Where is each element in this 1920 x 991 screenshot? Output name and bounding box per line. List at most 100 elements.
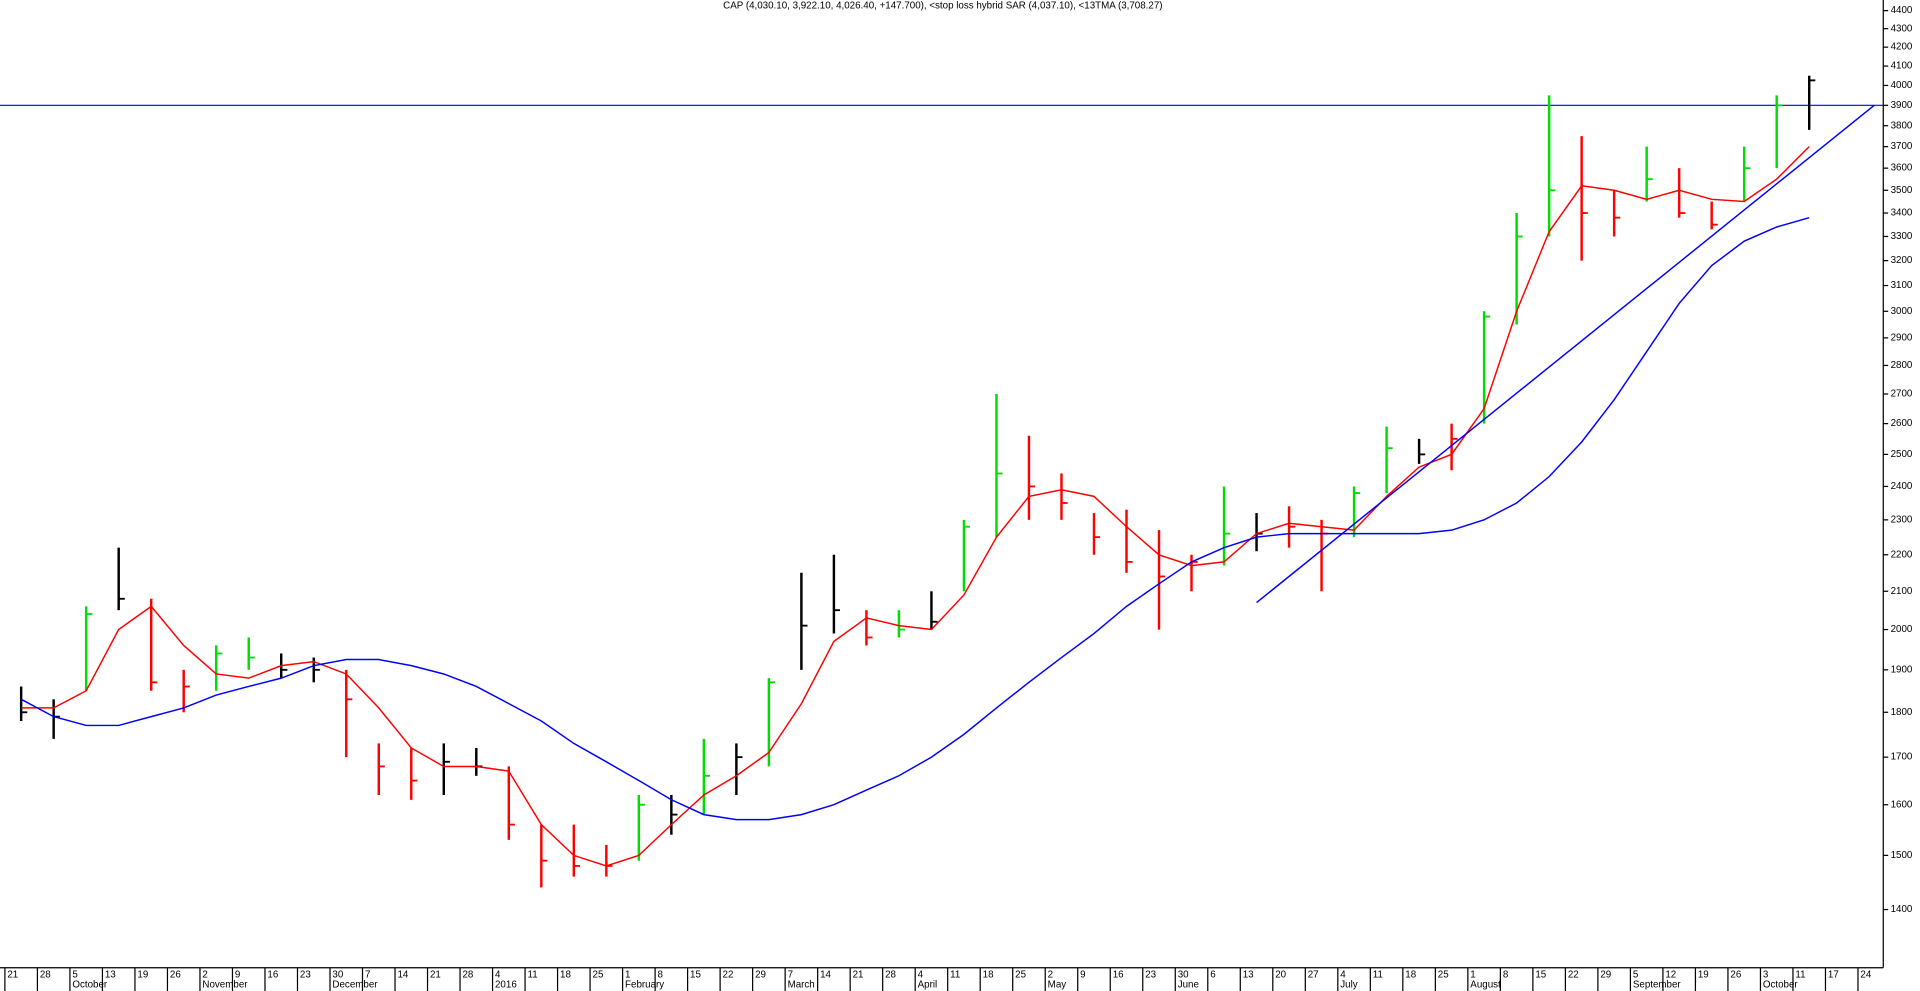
y-tick-label: 3000 [1891,306,1913,317]
y-tick-label: 2400 [1891,481,1913,492]
x-tick-label: 30 [332,970,343,981]
x-tick-label: 2 [1048,970,1053,981]
y-tick-label: 4300 [1891,23,1913,34]
month-label: September [1633,979,1682,990]
y-tick-label: 1700 [1891,752,1913,763]
x-tick-label: 28 [462,970,473,981]
x-tick-label: 9 [235,970,240,981]
x-tick-label: 14 [820,970,831,981]
x-tick-label: 27 [1308,970,1319,981]
x-tick-label: 8 [658,970,664,981]
y-tick-label: 3400 [1891,208,1913,219]
x-tick-label: 21 [7,970,18,981]
y-tick-label: 3300 [1891,231,1913,242]
y-tick-label: 2300 [1891,514,1913,525]
x-tick-label: 2 [202,970,207,981]
x-tick-label: 12 [1665,970,1676,981]
x-tick-label: 25 [1015,970,1026,981]
x-tick-label: 25 [593,970,604,981]
x-tick-label: 11 [1373,970,1383,981]
moving-average [21,146,1810,867]
x-tick-label: 8 [1503,970,1509,981]
x-tick-label: 23 [1145,970,1156,981]
x-tick-label: 4 [918,970,924,981]
y-tick-label: 1600 [1891,799,1913,810]
y-tick-label: 2200 [1891,549,1913,560]
y-tick-label: 3900 [1891,100,1913,111]
y-tick-label: 2800 [1891,360,1913,371]
month-label: May [1048,979,1067,990]
x-tick-label: 7 [788,970,793,981]
x-tick-label: 20 [1275,970,1286,981]
x-tick-label: 15 [690,970,701,981]
month-label: December [332,979,378,990]
x-tick-label: 18 [1405,970,1416,981]
x-tick-label: 29 [1600,970,1611,981]
x-tick-label: 26 [170,970,181,981]
y-tick-label: 3200 [1891,255,1913,266]
x-tick-label: 28 [40,970,51,981]
y-tick-label: 4400 [1891,5,1913,16]
y-tick-label: 2000 [1891,624,1913,635]
x-tick-label: 21 [430,970,441,981]
x-tick-label: 25 [1438,970,1449,981]
x-tick-label: 15 [1535,970,1546,981]
x-tick-label: 4 [1340,970,1346,981]
trend-line [1256,104,1875,604]
x-tick-label: 16 [267,970,278,981]
month-label: June [1178,979,1199,990]
x-tick-label: 22 [723,970,734,981]
month-label: February [625,979,664,990]
y-tick-label: 1900 [1891,664,1913,675]
x-tick-label: 18 [983,970,994,981]
y-tick-label: 2100 [1891,586,1913,597]
month-label: October [1763,979,1799,990]
y-tick-label: 1800 [1891,707,1913,718]
chart-title: CAP (4,030.10, 3,922.10, 4,026.40, +147.… [723,1,1162,12]
x-tick-label: 16 [1113,970,1124,981]
x-tick-label: 11 [950,970,960,981]
x-tick-label: 13 [1243,970,1254,981]
x-tick-label: 18 [560,970,571,981]
y-tick-label: 2900 [1891,332,1913,343]
x-tick-label: 5 [72,970,78,981]
y-tick-label: 3100 [1891,280,1913,291]
x-tick-label: 23 [300,970,311,981]
y-tick-label: 2600 [1891,418,1913,429]
x-tick-label: 11 [1795,970,1805,981]
month-label: October [72,979,108,990]
x-tick-label: 1 [625,970,630,981]
x-tick-label: 3 [1763,970,1769,981]
x-tick-label: 17 [1828,970,1839,981]
x-tick-label: 28 [885,970,896,981]
month-label: March [788,979,815,990]
y-tick-label: 4000 [1891,80,1913,91]
y-tick-label: 3500 [1891,185,1913,196]
x-tick-label: 5 [1633,970,1639,981]
month-label: April [918,979,938,990]
x-tick-label: 22 [1568,970,1579,981]
moving-average [20,216,1810,821]
x-tick-label: 11 [528,970,538,981]
y-tick-label: 2700 [1891,389,1913,400]
x-tick-label: 1 [1470,970,1475,981]
y-tick-label: 3700 [1891,141,1913,152]
x-tick-label: 24 [1860,970,1871,981]
x-tick-label: 19 [137,970,148,981]
x-tick-label: 4 [495,970,501,981]
month-label: July [1340,979,1358,990]
y-tick-label: 3600 [1891,163,1913,174]
y-tick-label: 3800 [1891,120,1913,131]
y-tick-label: 4100 [1891,61,1913,72]
x-tick-label: 13 [105,970,116,981]
x-tick-label: 30 [1178,970,1189,981]
month-label: November [202,979,248,990]
x-tick-label: 29 [755,970,766,981]
x-tick-label: 6 [1210,970,1216,981]
x-tick-label: 21 [853,970,864,981]
x-tick-label: 19 [1698,970,1709,981]
x-tick-label: 26 [1730,970,1741,981]
